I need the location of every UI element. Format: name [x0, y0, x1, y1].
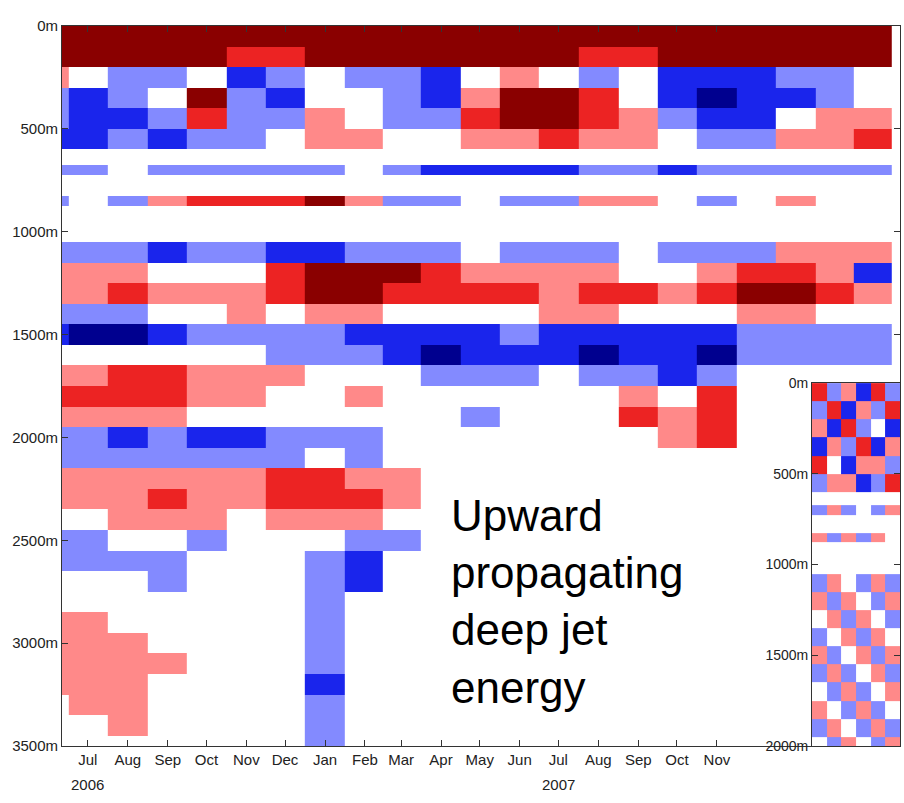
svg-text:1000m: 1000m — [765, 556, 808, 572]
svg-text:1000m: 1000m — [12, 223, 58, 240]
svg-text:0m: 0m — [789, 375, 808, 391]
svg-text:Mar: Mar — [388, 751, 414, 768]
svg-text:500m: 500m — [773, 466, 808, 482]
svg-text:1500m: 1500m — [765, 647, 808, 663]
svg-text:Jan: Jan — [313, 751, 337, 768]
svg-text:3000m: 3000m — [12, 634, 58, 651]
svg-text:Nov: Nov — [233, 751, 260, 768]
svg-text:Aug: Aug — [585, 751, 612, 768]
svg-text:May: May — [466, 751, 495, 768]
svg-text:2007: 2007 — [542, 776, 575, 793]
svg-text:2000m: 2000m — [12, 429, 58, 446]
svg-text:1500m: 1500m — [12, 326, 58, 343]
svg-text:3500m: 3500m — [12, 737, 58, 754]
svg-text:0m: 0m — [37, 17, 58, 34]
svg-text:2006: 2006 — [71, 776, 104, 793]
svg-text:Sep: Sep — [625, 751, 652, 768]
svg-text:Aug: Aug — [114, 751, 141, 768]
svg-text:Jul: Jul — [549, 751, 568, 768]
svg-text:2000m: 2000m — [765, 738, 808, 754]
svg-text:Dec: Dec — [272, 751, 299, 768]
svg-text:Oct: Oct — [195, 751, 219, 768]
svg-text:500m: 500m — [20, 120, 58, 137]
svg-text:Nov: Nov — [704, 751, 731, 768]
svg-text:Jul: Jul — [78, 751, 97, 768]
svg-text:Sep: Sep — [154, 751, 181, 768]
svg-text:2500m: 2500m — [12, 532, 58, 549]
svg-text:Apr: Apr — [429, 751, 452, 768]
svg-text:Feb: Feb — [352, 751, 378, 768]
svg-text:Upwardpropagatingdeep jetenerg: Upwardpropagatingdeep jetenergy — [451, 491, 683, 712]
svg-text:Jun: Jun — [508, 751, 532, 768]
svg-text:Oct: Oct — [665, 751, 689, 768]
